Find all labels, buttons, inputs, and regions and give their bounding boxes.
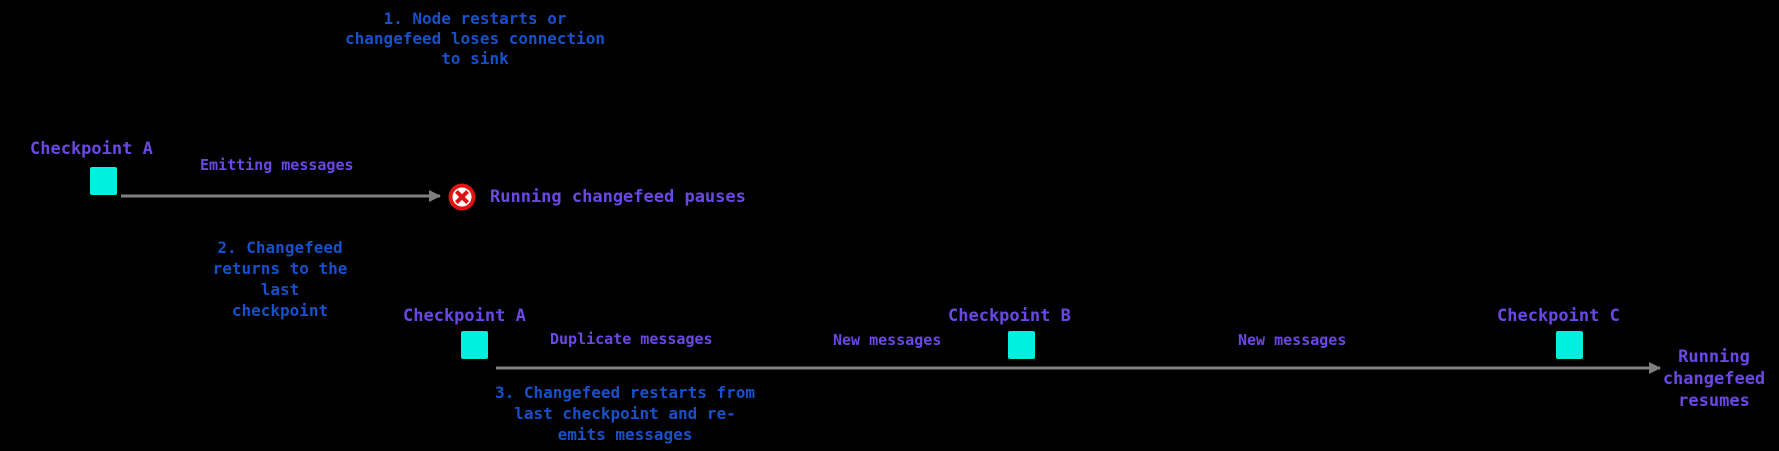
- step3-note: 3. Changefeed restarts from last checkpo…: [494, 383, 756, 444]
- checkpoint-a2-label: Checkpoint A: [403, 306, 526, 326]
- checkpoint-a2-marker: [461, 331, 488, 359]
- emitting-messages-label: Emitting messages: [200, 156, 354, 174]
- circle-x-icon: [448, 183, 476, 211]
- step2-note: 2. Changefeed returns to the last checkp…: [212, 238, 348, 320]
- checkpoint-a-label: Checkpoint A: [30, 139, 153, 159]
- new-messages-label-1: New messages: [833, 331, 942, 349]
- checkpoint-b-marker: [1008, 331, 1035, 359]
- checkpoint-c-label: Checkpoint C: [1497, 306, 1620, 326]
- resume-label: Running changefeed resumes: [1662, 347, 1766, 411]
- checkpoint-c-marker: [1556, 331, 1583, 359]
- checkpoint-a-marker: [90, 167, 117, 195]
- checkpoint-b-label: Checkpoint B: [948, 306, 1071, 326]
- step1-note: 1. Node restarts or changefeed loses con…: [344, 9, 606, 68]
- pause-label: Running changefeed pauses: [490, 187, 746, 207]
- new-messages-label-2: New messages: [1238, 331, 1347, 349]
- duplicate-messages-label: Duplicate messages: [550, 330, 713, 348]
